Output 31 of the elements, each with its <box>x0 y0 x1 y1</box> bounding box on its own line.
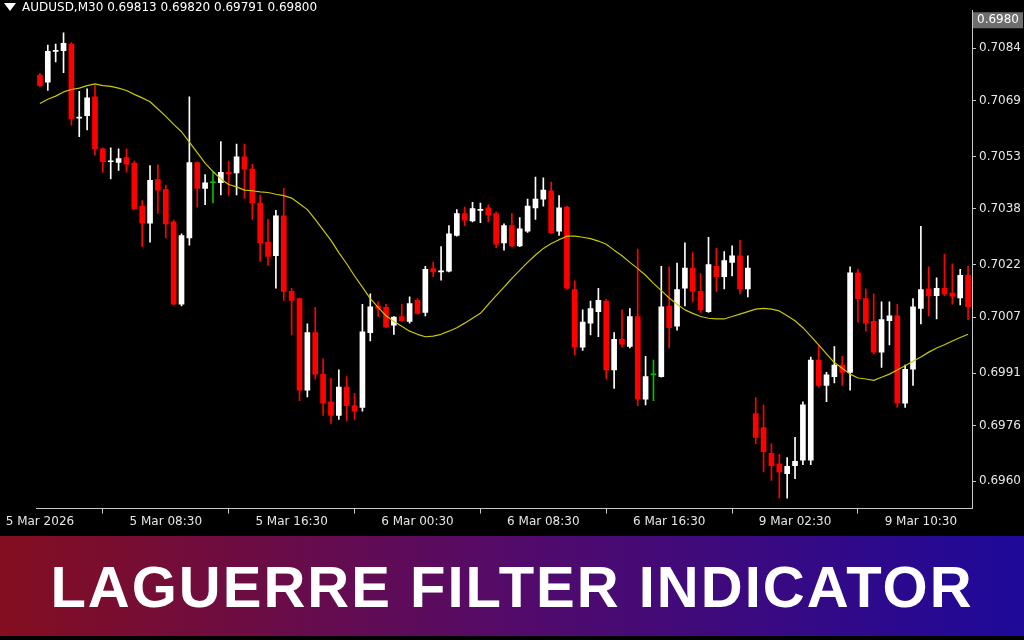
x-tick-label: 5 Mar 08:30 <box>129 513 203 528</box>
candlestick <box>155 164 161 214</box>
x-tick-label: 9 Mar 02:30 <box>758 513 832 528</box>
x-tick-label: 6 Mar 08:30 <box>507 513 580 528</box>
candlestick <box>776 453 783 499</box>
x-tick-label: 5 Mar 16:30 <box>255 513 328 528</box>
x-tick-label: 6 Mar 00:30 <box>381 513 454 528</box>
candlestick <box>210 171 216 204</box>
candlestick <box>925 266 932 317</box>
y-tick-label: 0.7053 <box>979 148 1022 163</box>
x-tick-label: 9 Mar 10:30 <box>884 513 958 528</box>
candlestick <box>918 226 924 325</box>
y-tick-label: 0.7007 <box>979 309 1022 324</box>
y-tick-label: 0.6960 <box>979 473 1022 488</box>
y-tick-label: 0.6976 <box>979 417 1022 432</box>
candlestick <box>107 147 114 180</box>
candlestick <box>202 174 208 206</box>
y-tick-label: 0.7038 <box>979 201 1022 216</box>
text: 0.6980 <box>977 12 1020 27</box>
candlestick <box>784 457 790 499</box>
text: LAGUERRE FILTER INDICATOR <box>50 552 974 620</box>
candlestick <box>792 437 798 479</box>
chart-subtitle: AUDUSD,M30 0.69813 0.69820 0.69791 0.69800 <box>22 0 318 14</box>
y-tick-label: 0.7022 <box>979 256 1022 271</box>
candlestick <box>438 246 444 281</box>
x-tick-label: 6 Mar 16:30 <box>632 513 706 528</box>
y-tick-label: 0.6991 <box>979 365 1022 380</box>
x-tick-label: 5 Mar 2026 <box>5 513 75 528</box>
candlestick <box>619 309 625 348</box>
y-tick-label: 0.7084 <box>979 40 1022 55</box>
y-tick-label: 0.7069 <box>979 92 1022 107</box>
